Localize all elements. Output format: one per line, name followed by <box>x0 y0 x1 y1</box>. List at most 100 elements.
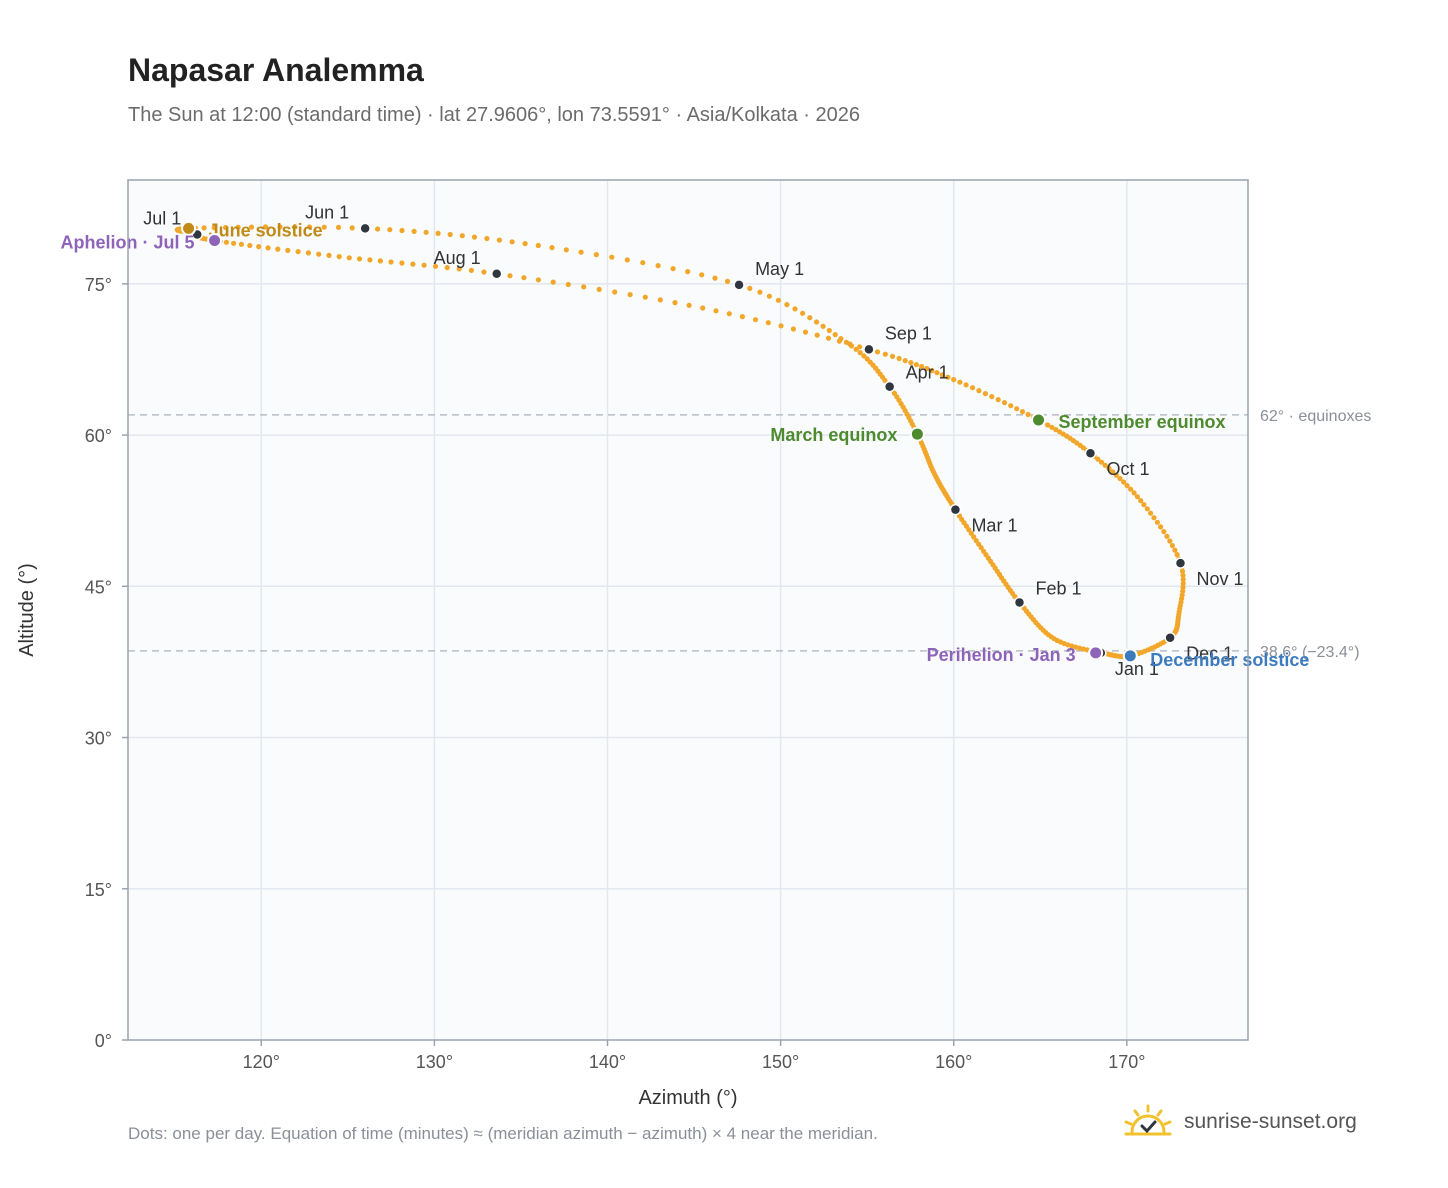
daily-dot <box>1014 406 1020 412</box>
annotation-marker <box>1088 645 1104 661</box>
daily-dot <box>685 269 691 275</box>
y-tick-label: 0° <box>95 1031 112 1051</box>
reference-lines: 62° · equinoxes 38.6° (−23.4°) <box>128 408 1371 661</box>
daily-dot <box>238 241 244 247</box>
daily-dot <box>321 224 327 230</box>
month-marker <box>733 279 745 291</box>
daily-dot <box>902 358 908 364</box>
daily-dot <box>874 349 881 355</box>
daily-dot <box>989 394 995 400</box>
daily-dot <box>1161 529 1167 535</box>
daily-dot <box>1049 424 1055 430</box>
month-marker <box>863 343 875 356</box>
daily-dot <box>256 244 262 250</box>
daily-dot <box>292 224 298 230</box>
daily-dot <box>609 254 615 260</box>
daily-dot <box>535 242 541 249</box>
daily-dot <box>861 353 867 359</box>
x-tick-label: 150° <box>762 1052 799 1072</box>
daily-dot <box>847 341 853 347</box>
daily-dot <box>262 224 269 230</box>
daily-dot <box>857 344 863 350</box>
daily-dot <box>929 368 935 374</box>
daily-dot <box>825 335 832 341</box>
daily-dot <box>976 388 982 394</box>
daily-dot <box>496 237 502 243</box>
reference-line-label: 38.6° (−23.4°) <box>1260 644 1360 661</box>
month-marker <box>1164 631 1176 644</box>
month-marker <box>1084 447 1097 459</box>
daily-dot <box>484 235 490 242</box>
daily-dot <box>277 224 283 230</box>
daily-dot <box>399 260 405 266</box>
daily-dot <box>563 247 569 253</box>
daily-dot <box>432 263 439 269</box>
month-label: Sep 1 <box>885 323 932 343</box>
daily-dot <box>973 538 979 544</box>
daily-dot <box>1131 490 1137 496</box>
daily-dot <box>1164 533 1170 539</box>
x-tick-label: 140° <box>589 1052 626 1072</box>
daily-dot <box>765 320 771 326</box>
brand-text: sunrise-sunset.org <box>1184 1110 1357 1133</box>
daily-dot <box>388 259 394 265</box>
daily-dot <box>1169 543 1175 549</box>
daily-dot <box>521 275 527 281</box>
daily-dot <box>814 319 820 325</box>
daily-dot <box>699 272 705 278</box>
reference-line-label: 62° · equinoxes <box>1260 408 1371 425</box>
y-tick-label: 15° <box>85 880 112 900</box>
daily-dot <box>1073 644 1079 650</box>
daily-dot <box>1113 472 1119 478</box>
daily-dot <box>889 353 896 359</box>
month-label: May 1 <box>755 259 804 279</box>
y-tick-label: 75° <box>85 275 112 295</box>
daily-dot <box>995 397 1001 403</box>
annotations: March equinox September equinox June solst… <box>61 220 1310 669</box>
month-label: Jul 1 <box>143 208 181 228</box>
brand-logo[interactable]: sunrise-sunset.org <box>1122 1100 1402 1144</box>
month-marker <box>359 222 371 235</box>
chart-title: Napasar Analemma <box>128 52 424 88</box>
daily-dot <box>549 245 555 251</box>
daily-dot <box>712 275 718 281</box>
month-label: Feb 1 <box>1035 578 1081 598</box>
daily-dot <box>807 315 813 321</box>
daily-dot <box>468 267 474 273</box>
daily-dot <box>624 257 630 263</box>
daily-dot <box>375 226 381 232</box>
daily-dot <box>1053 427 1059 433</box>
daily-dot <box>1124 483 1130 489</box>
daily-dot <box>356 256 363 262</box>
sun-icon <box>1124 1104 1172 1136</box>
daily-dot <box>627 292 633 298</box>
daily-dot <box>456 266 462 272</box>
daily-dot <box>423 229 429 235</box>
daily-dot <box>1128 486 1134 492</box>
month-label: Dec 1 <box>1186 644 1233 664</box>
annotation-label: Perihelion · Jan 3 <box>927 645 1076 665</box>
daily-dot <box>908 360 914 366</box>
daily-dot <box>864 356 870 362</box>
daily-dot <box>1151 515 1157 521</box>
month-label: Aug 1 <box>434 248 481 268</box>
daily-dot <box>939 372 945 378</box>
daily-dot <box>832 332 838 338</box>
daily-dot <box>411 228 417 234</box>
plot-area <box>128 180 1248 1040</box>
daily-dot <box>377 258 383 264</box>
daily-dot <box>766 293 773 299</box>
daily-dot <box>349 225 355 231</box>
chart-subtitle: The Sun at 12:00 (standard time) · lat 2… <box>128 104 861 126</box>
annotation-label: June solstice <box>209 220 323 240</box>
daily-dot <box>211 225 217 231</box>
daily-dot <box>672 300 678 306</box>
daily-dot <box>1174 552 1180 558</box>
daily-dot <box>444 265 450 271</box>
plot-frame <box>127 179 1249 1041</box>
daily-dot <box>335 224 342 230</box>
annotation-label: September equinox <box>1059 412 1226 432</box>
daily-dot <box>1019 409 1026 415</box>
daily-dot <box>275 246 281 252</box>
